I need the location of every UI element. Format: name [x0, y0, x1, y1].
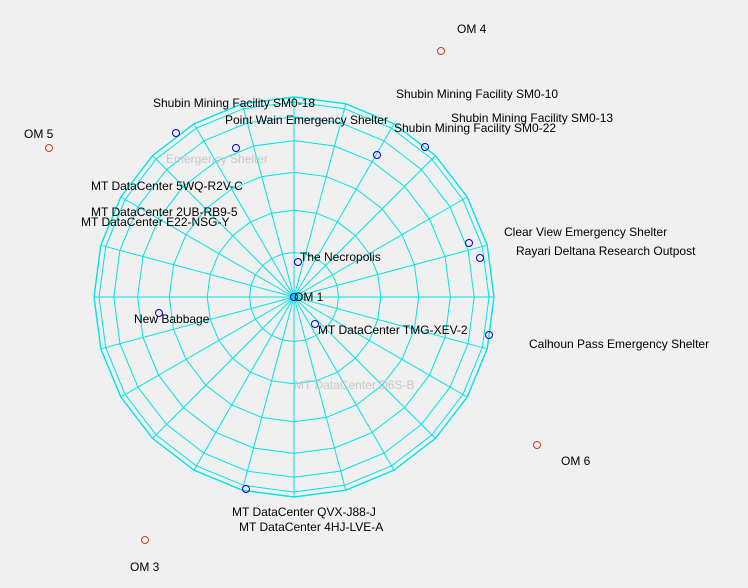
label-shubin-mining-facility-sm0-22: Shubin Mining Facility SM0-22 — [394, 121, 556, 135]
sphere-meridian-10 — [293, 296, 395, 471]
marker-calhoun-pass-emergency-shelter-icon — [485, 331, 493, 339]
label-mt-datacenter-e22-nsg-y: MT DataCenter E22-NSG-Y — [81, 215, 230, 229]
sphere-meridian-15 — [152, 296, 295, 439]
sphere-meridian-5 — [293, 244, 488, 298]
marker-new-babbage-icon — [155, 309, 163, 317]
label-om-3: OM 3 — [130, 560, 160, 574]
label-mt-datacenter-5wq-r2v-c: MT DataCenter 5WQ-R2V-C — [91, 179, 243, 193]
sphere-wireframe — [93, 96, 495, 498]
sphere-meridian-16 — [120, 296, 295, 398]
sphere-meridian-7 — [293, 296, 488, 350]
label-mt-datacenter-d6s-b: MT DataCenter D6S-B — [294, 378, 415, 392]
label-shubin-mining-facility-sm0-13: Shubin Mining Facility SM0-13 — [451, 111, 613, 125]
sphere-meridian-21 — [152, 155, 295, 298]
marker-om-6-icon — [533, 441, 541, 449]
label-mt-datacenter-2ub-rb9-5: MT DataCenter 2UB-RB9-5 — [91, 205, 238, 219]
label-calhoun-pass-emergency-shelter: Calhoun Pass Emergency Shelter — [529, 337, 709, 351]
sphere-meridian-3 — [293, 155, 436, 298]
marker-clear-view-emergency-shelter-icon — [465, 239, 473, 247]
sphere-meridian-14 — [193, 296, 295, 471]
location-markers — [45, 47, 541, 544]
sphere-meridian-19 — [100, 244, 295, 298]
marker-point-wain-emergency-shelter-icon — [232, 144, 240, 152]
label-shubin-mining-facility-sm0-18: Shubin Mining Facility SM0-18 — [153, 96, 315, 110]
sphere-meridian-17 — [100, 296, 295, 350]
sphere-meridian-23 — [241, 103, 295, 298]
marker-shubin-mining-facility-sm0-18-icon — [172, 129, 180, 137]
label-om-4: OM 4 — [457, 22, 487, 36]
label-the-necropolis: The Necropolis — [300, 250, 381, 264]
sphere-meridian-8 — [293, 296, 468, 398]
label-mt-datacenter-tmg-xev-2: MT DataCenter TMG-XEV-2 — [318, 323, 468, 337]
sphere-meridian-13 — [241, 296, 295, 491]
label-mt-datacenter-4hj-lve-a: MT DataCenter 4HJ-LVE-A — [239, 520, 383, 534]
label-emergency-shelter: Emergency Shelter — [166, 152, 268, 166]
marker-shubin-mining-facility-sm0-22-icon — [373, 151, 381, 159]
marker-om-1-icon — [290, 293, 298, 301]
marker-the-necropolis-icon — [294, 258, 302, 266]
location-labels: OM 4 OM 5 OM 6 OM 3 OM 1 Shubin Mining Facili… — [24, 22, 709, 574]
sphere-meridian-22 — [193, 123, 295, 298]
label-clear-view-emergency-shelter: Clear View Emergency Shelter — [504, 225, 667, 239]
sphere-meridian-2 — [293, 123, 395, 298]
label-point-wain-emergency-shelter: Point Wain Emergency Shelter — [225, 113, 388, 127]
marker-om-5-icon — [45, 144, 53, 152]
marker-om-4-icon — [437, 47, 445, 55]
sphere-meridian-9 — [293, 296, 436, 439]
marker-om-3-icon — [141, 536, 149, 544]
label-om-6: OM 6 — [561, 454, 591, 468]
label-mt-datacenter-qvx-j88-j: MT DataCenter QVX-J88-J — [232, 505, 376, 519]
label-shubin-mining-facility-sm0-10: Shubin Mining Facility SM0-10 — [396, 87, 558, 101]
label-om-1: OM 1 — [294, 290, 324, 304]
marker-mt-datacenter-tmg-xev-2-icon — [311, 320, 319, 328]
marker-shubin-mining-facility-sm0-13-icon — [421, 143, 429, 151]
label-rayari-deltana-research-outpost: Rayari Deltana Research Outpost — [516, 244, 696, 258]
sphere-meridian-1 — [293, 103, 347, 298]
sphere-meridian-11 — [293, 296, 347, 491]
label-new-babbage: New Babbage — [134, 312, 210, 326]
sphere-meridian-4 — [293, 196, 468, 298]
marker-rayari-deltana-research-outpost-icon — [476, 254, 484, 262]
sphere-meridian-20 — [120, 196, 295, 298]
marker-mt-datacenter-qvx-j88-j-icon — [242, 485, 250, 493]
label-om-5: OM 5 — [24, 127, 54, 141]
